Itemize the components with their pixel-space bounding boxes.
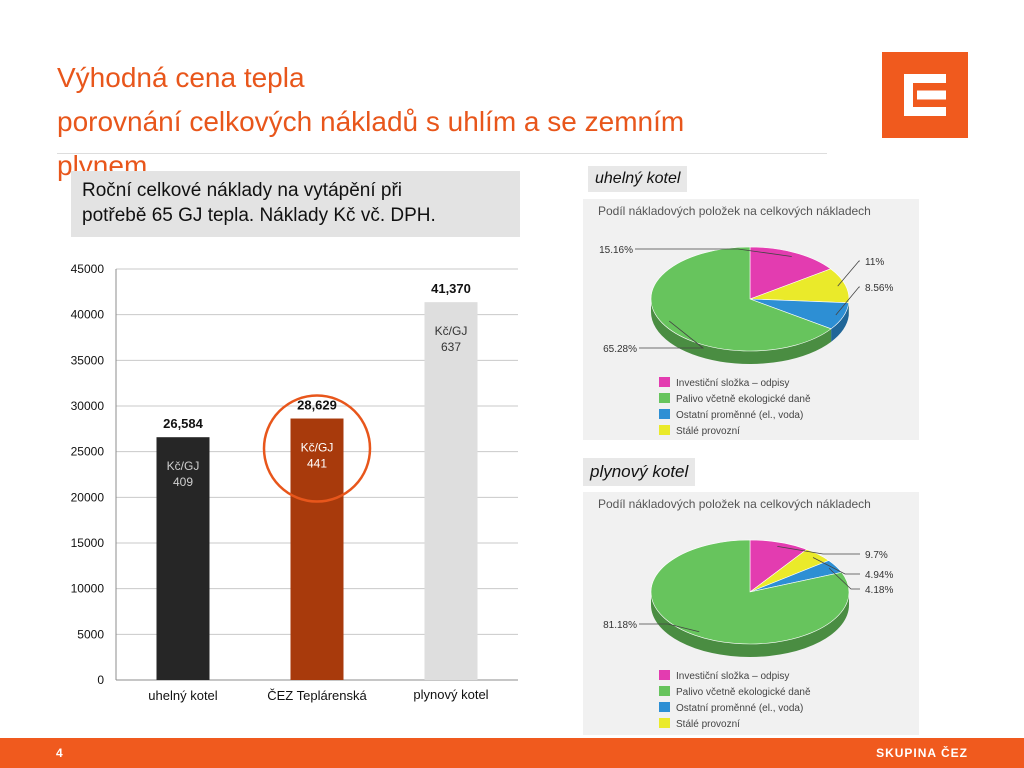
cost-note-box: Roční celkové náklady na vytápění při po… [71,171,520,237]
x-tick-label: uhelný kotel [148,688,217,703]
legend-label: Ostatní proměnné (el., voda) [676,703,803,714]
pie-slice [749,246,832,300]
legend-label: Stálé provozní [676,719,740,730]
y-tick-label: 0 [97,673,104,687]
bar-unit-value: 441 [307,457,327,471]
pie-slice [650,246,832,352]
bar [424,302,478,680]
note-line-2: potřebě 65 GJ tepla. Náklady Kč vč. DPH. [82,205,436,226]
slide-title: Výhodná cena tepla porovnání celkových n… [57,56,857,188]
pie-slice [650,539,850,645]
y-tick-label: 35000 [71,353,105,367]
title-line-1: Výhodná cena tepla [57,62,305,93]
pie-leader-line [837,260,860,287]
pie-value-label: 81.18% [603,620,637,631]
y-tick-label: 45000 [71,262,105,276]
legend-swatch [659,670,670,680]
legend-swatch [659,686,670,696]
pie-leader-line [635,248,792,257]
bar [156,437,210,680]
legend-swatch [659,409,670,419]
bar-unit-label: Kč/GJ [301,441,334,455]
title-divider [57,153,827,154]
bar [290,418,344,680]
pie-slice-side [651,592,849,657]
page-number: 4 [56,746,63,760]
annual-cost-bar-chart: 0 5000 10000 15000 20000 25000 30000 35000 40000… [71,262,518,703]
coal-cost-pie-chart: Podíl nákladových položek na celkových n… [598,204,893,437]
highlight-circle [262,394,372,503]
legend-swatch [659,393,670,403]
legend-swatch [659,425,670,435]
bar-unit-value: 637 [441,340,461,354]
pie-leader-line [828,567,860,590]
pie-leader-line [639,623,700,633]
pie-value-label: 11% [865,257,884,268]
footer-bar: 4 SKUPINA ČEZ [0,738,1024,768]
y-tick-label: 30000 [71,399,105,413]
bar-unit-label: Kč/GJ [435,324,468,338]
y-tick-label: 15000 [71,536,105,550]
bar-value-label: 41,370 [431,281,471,296]
y-tick-label: 20000 [71,490,105,504]
y-tick-label: 10000 [71,582,105,596]
cez-logo [882,52,968,138]
y-tick-label: 25000 [71,445,105,459]
bar-unit-value: 409 [173,475,193,489]
pie-leader-line [777,545,860,555]
legend-label: Stálé provozní [676,426,740,437]
gas-cost-pie-chart: Podíl nákladových položek na celkových n… [598,497,893,730]
pie-value-label: 65.28% [603,344,637,355]
legend-label: Ostatní proměnné (el., voda) [676,410,803,421]
pie-slice [749,268,850,304]
pie-value-label: 4.18% [865,585,893,596]
y-tick-label: 5000 [77,627,104,641]
pie-leader-line [639,320,705,349]
legend-label: Palivo včetně ekologické daně [676,687,811,698]
y-tick-label: 40000 [71,308,105,322]
section-label-gas: plynový kotel [583,458,696,486]
pie-slice-side [831,302,849,342]
x-tick-label: ČEZ Teplárenská [267,688,367,703]
legend-swatch [659,702,670,712]
pie-leader-line [835,286,860,316]
pie-leader-line [812,557,860,575]
title-line-2: porovnání celkových nákladů s uhlím a se… [57,106,685,137]
pie-value-label: 15.16% [599,245,633,256]
brand-name: SKUPINA ČEZ [876,746,968,760]
legend-swatch [659,718,670,728]
pie-title: Podíl nákladových položek na celkových n… [598,497,871,511]
cez-logo-icon [904,74,946,116]
pie-title: Podíl nákladových položek na celkových n… [598,204,871,218]
pie-value-label: 8.56% [865,283,893,294]
legend-label: Investiční složka – odpisy [676,378,789,389]
pie-value-label: 4.94% [865,570,893,581]
gas-pie-panel: Podíl nákladových položek na celkových n… [583,492,919,735]
coal-pie-panel: Podíl nákladových položek na celkových n… [583,199,919,440]
legend-swatch [659,377,670,387]
legend-label: Palivo včetně ekologické daně [676,394,811,405]
note-line-1: Roční celkové náklady na vytápění při [82,180,403,201]
bar-value-label: 26,584 [163,416,204,431]
x-tick-label: plynový kotel [413,687,488,702]
bar-unit-label: Kč/GJ [167,459,200,473]
section-label-coal: uhelný kotel [588,166,688,192]
legend-label: Investiční složka – odpisy [676,671,789,682]
bar-value-label: 28,629 [297,398,337,413]
pie-value-label: 9.7% [865,550,888,561]
